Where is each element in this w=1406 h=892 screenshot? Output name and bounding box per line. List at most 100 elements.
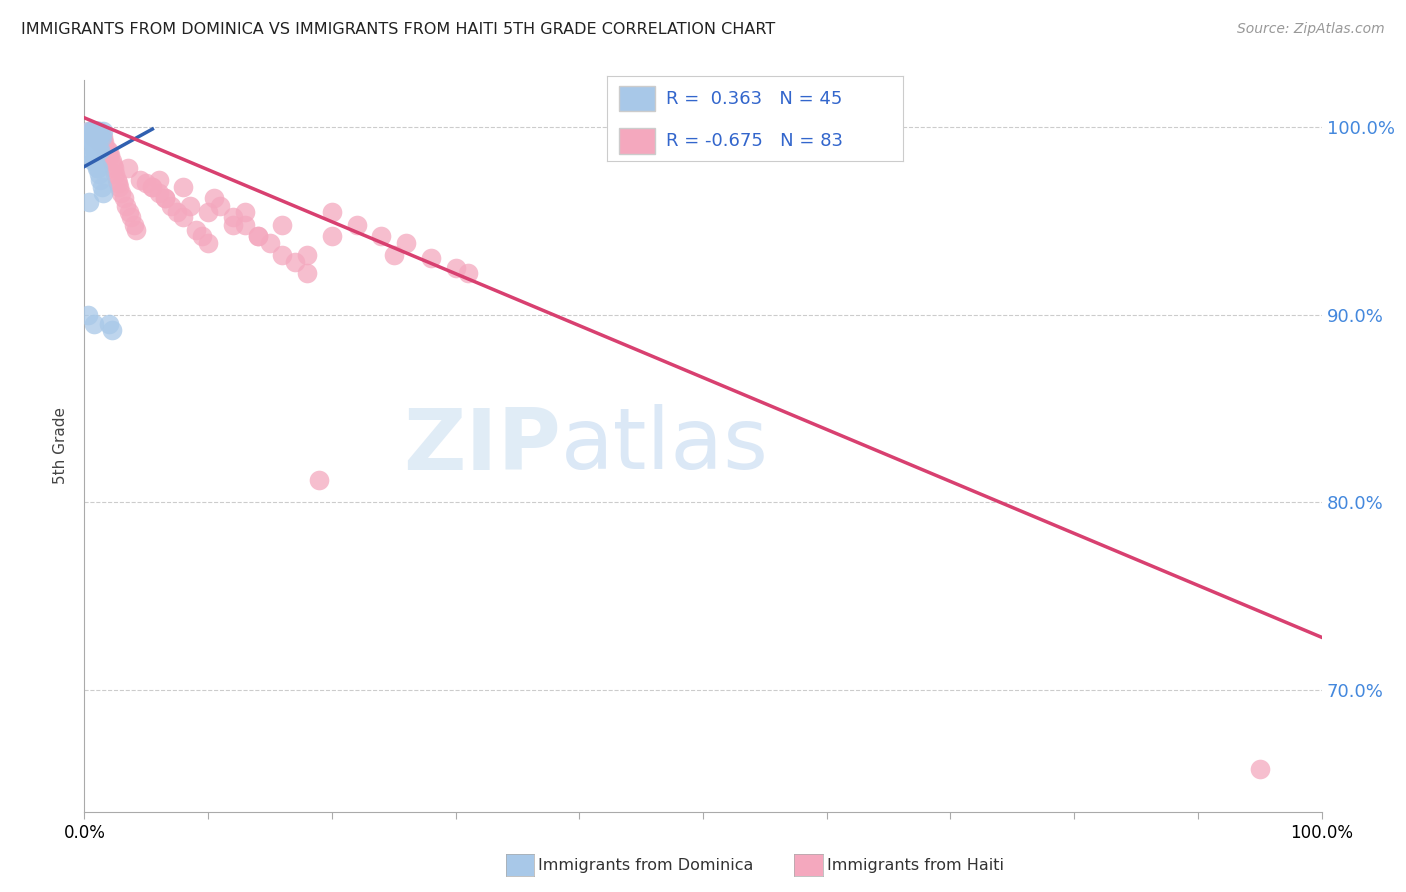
Point	[90, 129, 112, 144]
Point	[91, 129, 114, 144]
Point	[172, 210, 194, 224]
Point	[1249, 762, 1271, 776]
Point	[82, 124, 104, 138]
Point	[321, 229, 343, 244]
Point	[246, 229, 269, 244]
Text: atlas: atlas	[561, 404, 769, 488]
Point	[89, 135, 111, 149]
Point	[84, 143, 107, 157]
Point	[89, 167, 111, 181]
Point	[153, 191, 176, 205]
Point	[83, 124, 105, 138]
Point	[79, 124, 101, 138]
Point	[83, 153, 105, 168]
Point	[79, 124, 101, 138]
Point	[87, 161, 110, 176]
Point	[94, 143, 117, 157]
Point	[89, 135, 111, 149]
Point	[101, 158, 124, 172]
Point	[98, 148, 121, 162]
Point	[80, 129, 103, 144]
Point	[191, 229, 214, 244]
Point	[87, 129, 110, 144]
Point	[246, 229, 269, 244]
Point	[79, 148, 101, 162]
Point	[89, 143, 111, 157]
Text: R =  0.363   N = 45: R = 0.363 N = 45	[666, 90, 842, 108]
Point	[135, 177, 157, 191]
Point	[120, 210, 142, 224]
Point	[89, 129, 111, 144]
Text: Immigrants from Dominica: Immigrants from Dominica	[538, 858, 754, 872]
Point	[184, 223, 207, 237]
Point	[295, 248, 318, 262]
Point	[419, 252, 441, 266]
Point	[86, 135, 108, 149]
Point	[103, 161, 125, 176]
Point	[308, 473, 330, 487]
Point	[97, 143, 120, 157]
Point	[129, 172, 152, 186]
Point	[395, 236, 418, 251]
Point	[82, 129, 104, 144]
Point	[82, 129, 104, 144]
Point	[115, 199, 138, 213]
Point	[86, 124, 108, 138]
Point	[179, 199, 201, 213]
Point	[197, 204, 219, 219]
FancyBboxPatch shape	[619, 86, 655, 112]
Point	[87, 143, 110, 157]
Point	[89, 129, 111, 144]
Point	[89, 129, 111, 144]
Point	[89, 143, 111, 157]
Point	[233, 218, 256, 232]
Point	[259, 236, 281, 251]
Point	[89, 124, 111, 138]
Text: Source: ZipAtlas.com: Source: ZipAtlas.com	[1237, 22, 1385, 37]
Point	[382, 248, 405, 262]
Point	[84, 124, 107, 138]
Point	[86, 143, 108, 157]
Point	[110, 186, 132, 200]
Point	[83, 135, 105, 149]
Text: IMMIGRANTS FROM DOMINICA VS IMMIGRANTS FROM HAITI 5TH GRADE CORRELATION CHART: IMMIGRANTS FROM DOMINICA VS IMMIGRANTS F…	[21, 22, 775, 37]
Point	[148, 172, 170, 186]
Point	[80, 148, 103, 162]
Point	[79, 124, 101, 138]
Text: R = -0.675   N = 83: R = -0.675 N = 83	[666, 132, 844, 150]
Point	[79, 135, 101, 149]
Point	[112, 191, 135, 205]
Point	[233, 204, 256, 219]
Point	[98, 148, 121, 162]
Point	[82, 124, 104, 138]
Y-axis label: 5th Grade: 5th Grade	[53, 408, 69, 484]
Point	[86, 161, 108, 176]
Point	[321, 204, 343, 219]
FancyBboxPatch shape	[619, 128, 655, 153]
Point	[86, 129, 108, 144]
Point	[96, 143, 118, 157]
Point	[87, 124, 110, 138]
Point	[98, 317, 121, 331]
Point	[90, 135, 112, 149]
Point	[284, 255, 307, 269]
Point	[444, 260, 467, 275]
Point	[141, 180, 163, 194]
Point	[271, 218, 294, 232]
Point	[125, 223, 148, 237]
Point	[209, 199, 232, 213]
Point	[118, 204, 141, 219]
Point	[148, 186, 170, 200]
Text: ZIP: ZIP	[404, 404, 561, 488]
Point	[153, 191, 176, 205]
Point	[90, 180, 112, 194]
Point	[89, 129, 111, 144]
Point	[104, 167, 127, 181]
Point	[82, 153, 104, 168]
Point	[86, 129, 108, 144]
Point	[197, 236, 219, 251]
Point	[172, 180, 194, 194]
Point	[83, 129, 105, 144]
Point	[100, 153, 122, 168]
Point	[79, 195, 101, 210]
